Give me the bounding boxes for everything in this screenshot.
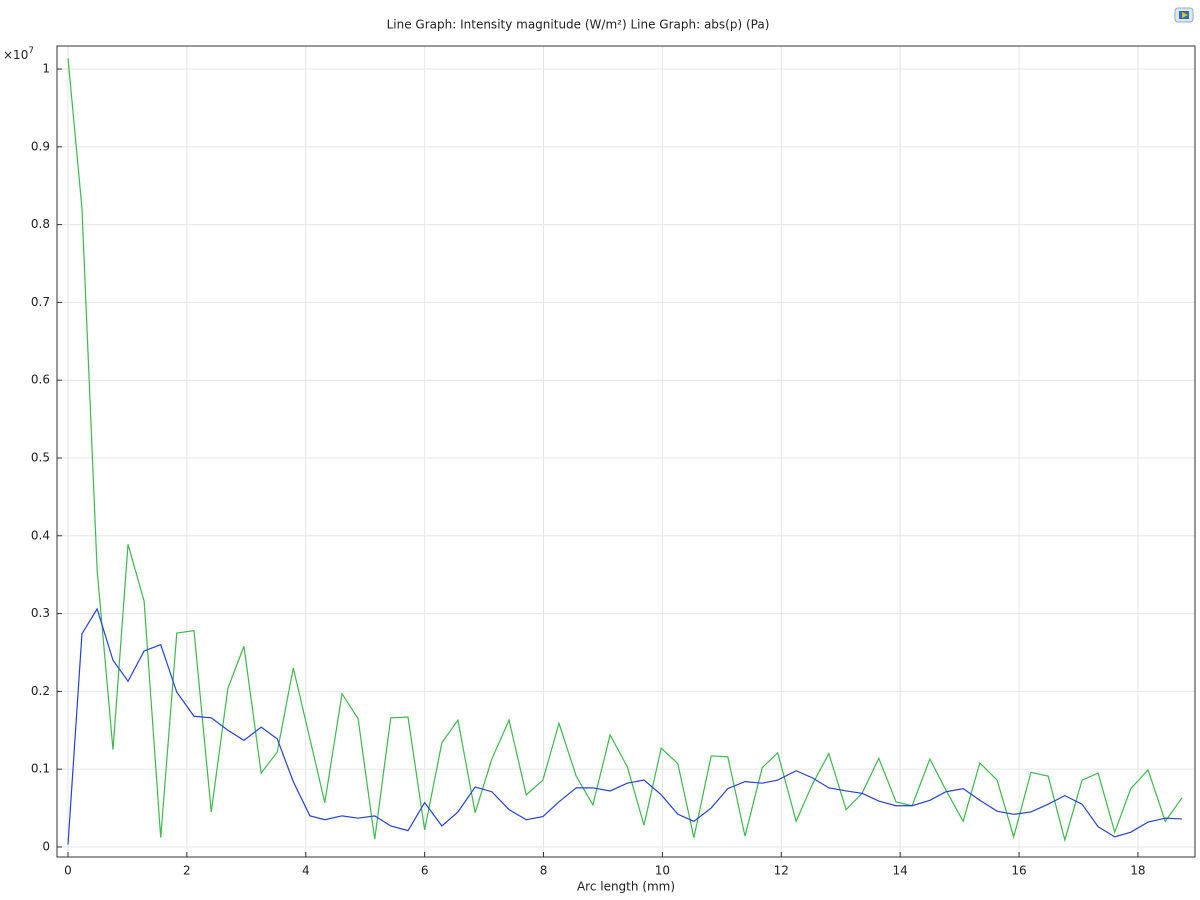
x-tick-label: 8 xyxy=(540,864,548,878)
data-line xyxy=(67,607,1182,845)
x-tick-label: 2 xyxy=(183,864,191,878)
data-line xyxy=(67,58,1183,843)
x-tick-label: 4 xyxy=(302,864,310,878)
y-tick-label: 0.5 xyxy=(31,450,50,464)
y-tick-label: 0.7 xyxy=(31,295,50,309)
multiplier-base: ×10 xyxy=(3,48,28,62)
x-tick-label: 18 xyxy=(1130,864,1145,878)
x-axis-label: Arc length (mm) xyxy=(577,880,675,894)
plot-frame xyxy=(56,45,1196,858)
x-tick-label: 6 xyxy=(421,864,429,878)
y-tick-label: 0.9 xyxy=(31,139,50,153)
y-tick-label: 1 xyxy=(42,62,50,76)
x-tick-label: 16 xyxy=(1011,864,1026,878)
y-multiplier: ×107 xyxy=(3,46,34,62)
x-tick-label: 12 xyxy=(774,864,789,878)
app-icon[interactable] xyxy=(1174,7,1194,23)
y-tick-label: 0.8 xyxy=(31,217,50,231)
y-tick-label: 0.4 xyxy=(31,528,50,542)
x-tick-label: 14 xyxy=(893,864,908,878)
y-tick-label: 0 xyxy=(42,839,50,853)
x-tick-label: 10 xyxy=(655,864,670,878)
x-tick-label: 0 xyxy=(64,864,72,878)
y-tick-label: 0.3 xyxy=(31,606,50,620)
icon-arrow[interactable] xyxy=(1182,12,1188,18)
y-tick-label: 0.2 xyxy=(31,684,50,698)
y-tick-label: 0.6 xyxy=(31,373,50,387)
chart-title: Line Graph: Intensity magnitude (W/m²) L… xyxy=(387,18,770,32)
y-tick-label: 0.1 xyxy=(31,762,50,776)
multiplier-exponent: 7 xyxy=(28,46,34,56)
